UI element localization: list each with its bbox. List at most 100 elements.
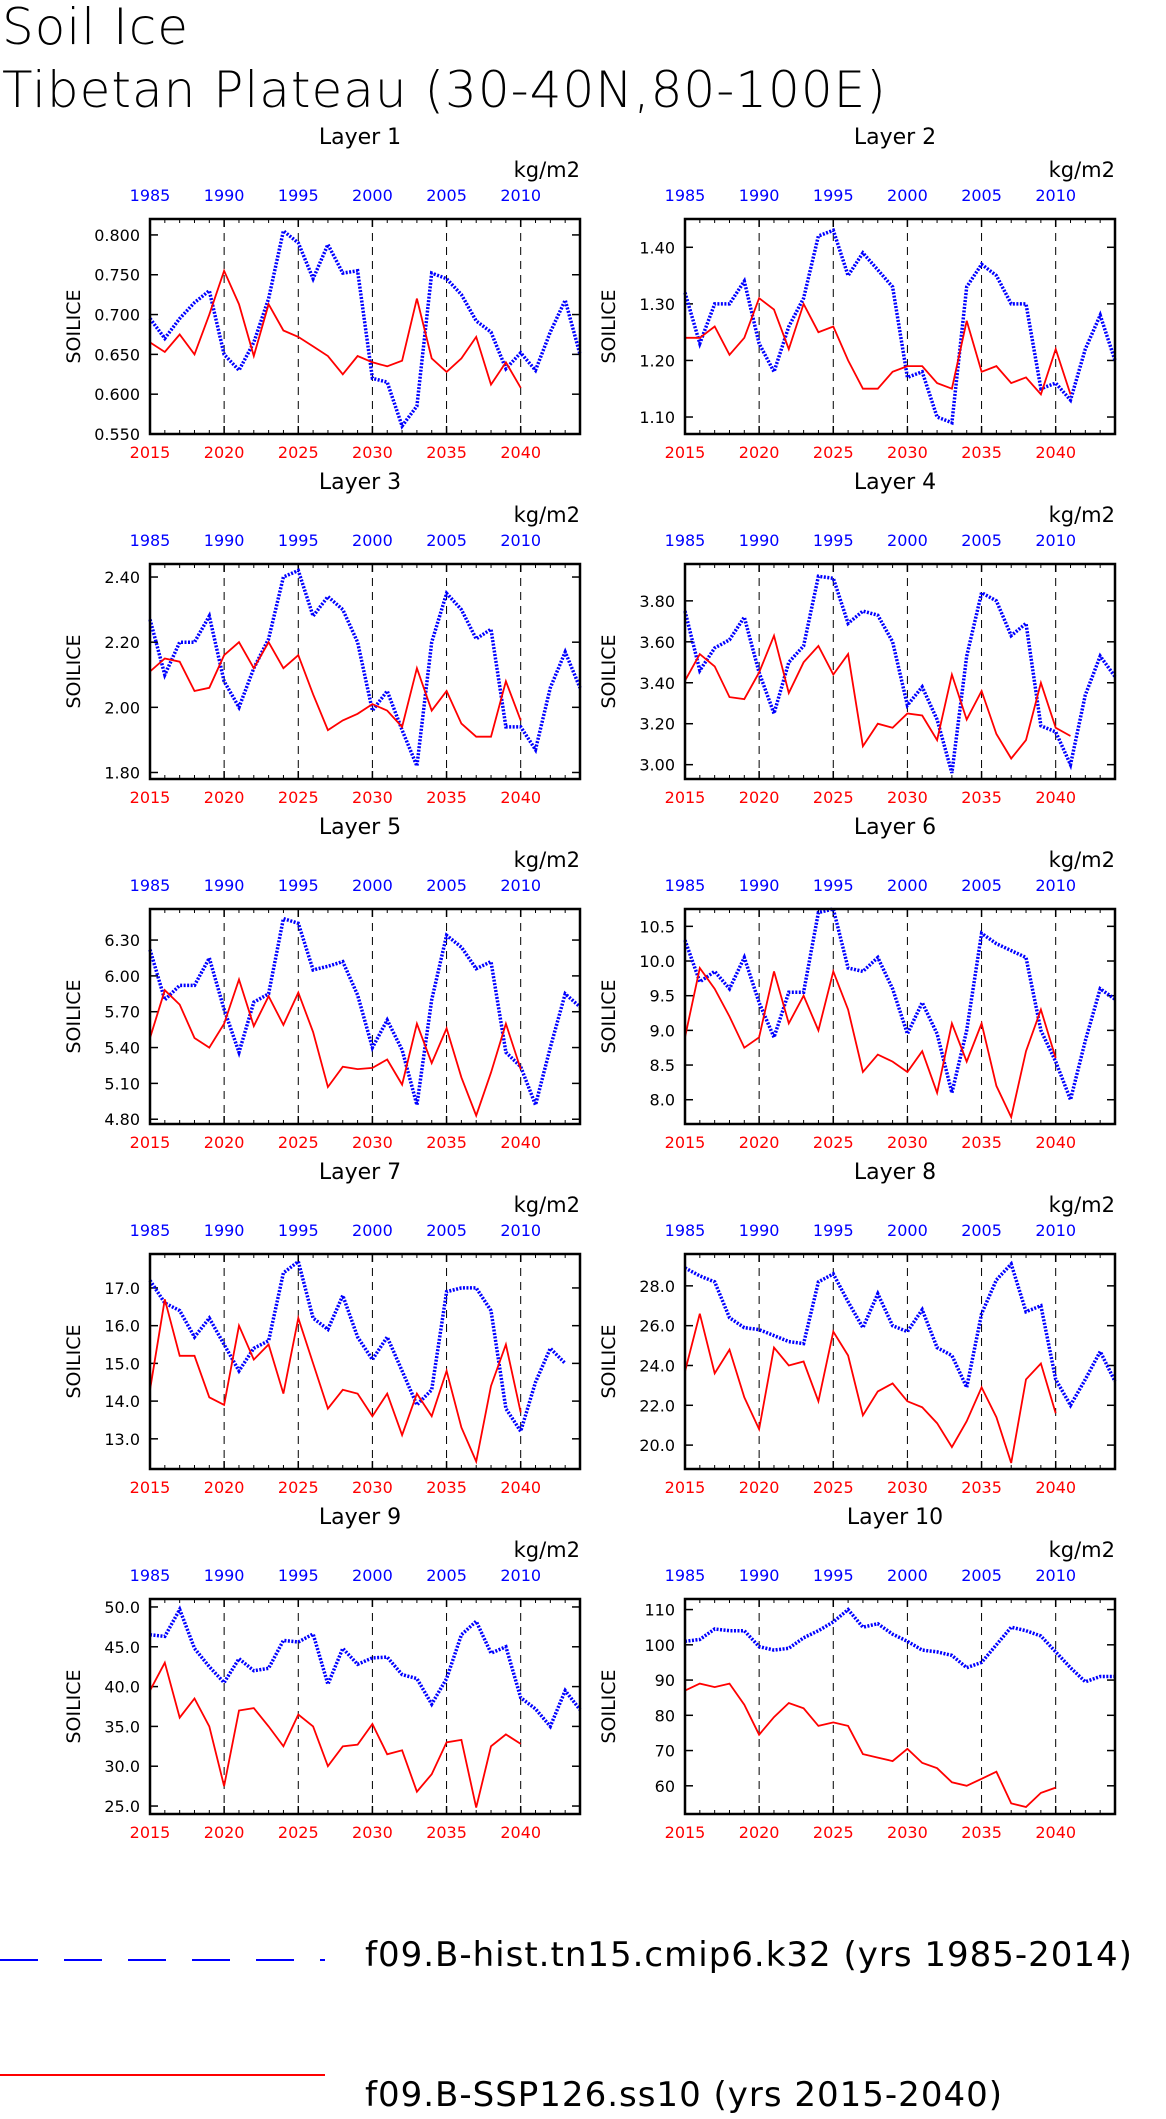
x-tick-label-top: 2005 (961, 1566, 1002, 1585)
y-tick-label: 1.80 (104, 763, 140, 782)
x-tick-label-top: 2005 (961, 186, 1002, 205)
x-tick-label-bottom: 2015 (665, 788, 706, 807)
plot-frame (683, 217, 1117, 436)
x-tick-label-top: 1985 (130, 186, 171, 205)
units-label: kg/m2 (1049, 1538, 1115, 1562)
x-tick-label-bottom: 2020 (739, 1133, 780, 1152)
series-line-historical (148, 568, 582, 773)
x-tick-label-bottom: 2025 (278, 1823, 319, 1842)
x-tick-label-top: 2010 (500, 1221, 541, 1240)
x-tick-label-bottom: 2040 (1035, 1133, 1076, 1152)
x-tick-label-bottom: 2035 (961, 788, 1002, 807)
y-tick-label: 6.30 (104, 931, 140, 950)
panel-layer-2: Layer 2 kg/m2 SOILICE 1.10 1.20 1.30 1.40 2015 2… (598, 125, 1117, 462)
units-label: kg/m2 (514, 848, 580, 872)
x-tick-label-bottom: 2020 (739, 443, 780, 462)
x-tick-label-bottom: 2035 (961, 1133, 1002, 1152)
x-tick-label-bottom: 2040 (500, 443, 541, 462)
x-tick-label-top: 1990 (204, 531, 245, 550)
y-tick-label: 26.0 (639, 1317, 675, 1336)
x-tick-label-bottom: 2015 (665, 1823, 706, 1842)
x-tick-label-bottom: 2025 (278, 1478, 319, 1497)
y-tick-label: 1.10 (639, 408, 675, 427)
x-tick-label-top: 2010 (1035, 1221, 1076, 1240)
panel-layer-7: Layer 7 kg/m2 SOILICE 13.0 14.0 15.0 16.0 17.0 2… (63, 1160, 582, 1497)
panel-title: Layer 9 (319, 1505, 401, 1530)
y-tick-label: 70 (655, 1742, 675, 1761)
y-tick-label: 0.550 (94, 425, 140, 444)
x-tick-label-bottom: 2020 (204, 443, 245, 462)
chart-title-line-1: Soil Ice (2, 0, 190, 56)
panel-layer-1: Layer 1 kg/m2 SOILICE 0.550 0.600 0.650 0.700 0… (63, 125, 582, 462)
x-tick-label-bottom: 2015 (130, 443, 171, 462)
y-tick-label: 6.00 (104, 967, 140, 986)
x-tick-label-top: 1985 (130, 1221, 171, 1240)
x-tick-label-top: 1985 (665, 1566, 706, 1585)
y-axis-label: SOILICE (63, 979, 85, 1053)
x-tick-label-bottom: 2025 (278, 443, 319, 462)
x-tick-label-top: 2005 (961, 1221, 1002, 1240)
panel-layer-9: Layer 9 kg/m2 SOILICE 25.0 30.0 35.0 40.0 45.0 5… (63, 1505, 582, 1842)
y-tick-label: 9.5 (650, 987, 675, 1006)
y-tick-label: 5.10 (104, 1074, 140, 1093)
x-tick-label-top: 1995 (278, 876, 319, 895)
x-tick-label-bottom: 2030 (887, 788, 928, 807)
x-tick-label-bottom: 2030 (352, 443, 393, 462)
x-tick-label-bottom: 2040 (500, 1478, 541, 1497)
x-tick-label-bottom: 2025 (813, 1478, 854, 1497)
x-tick-label-top: 1990 (204, 1221, 245, 1240)
y-tick-label: 1.20 (639, 351, 675, 370)
x-tick-label-top: 2000 (352, 531, 393, 550)
plot-frame (148, 562, 582, 781)
x-tick-label-top: 1985 (130, 876, 171, 895)
y-tick-label: 100 (644, 1636, 675, 1655)
x-tick-label-bottom: 2040 (1035, 443, 1076, 462)
x-tick-label-bottom: 2015 (130, 1478, 171, 1497)
x-tick-label-top: 1995 (813, 186, 854, 205)
panel-title: Layer 10 (847, 1505, 943, 1530)
y-axis-label: SOILICE (598, 634, 620, 708)
y-tick-label: 45.0 (104, 1638, 140, 1657)
panel-layer-10: Layer 10 kg/m2 SOILICE 60 70 80 90 100 110 2015 20… (598, 1505, 1117, 1842)
units-label: kg/m2 (1049, 158, 1115, 182)
x-tick-label-top: 1990 (739, 876, 780, 895)
x-tick-label-bottom: 2025 (813, 443, 854, 462)
panel-layer-3: Layer 3 kg/m2 SOILICE 1.80 2.00 2.20 2.40 2015 2… (63, 470, 582, 807)
y-tick-label: 25.0 (104, 1797, 140, 1816)
y-tick-label: 90 (655, 1671, 675, 1690)
series-line-historical (149, 1605, 582, 1730)
panel-title: Layer 3 (319, 470, 401, 495)
x-tick-label-bottom: 2030 (352, 1478, 393, 1497)
x-tick-label-bottom: 2015 (130, 788, 171, 807)
y-tick-label: 16.0 (104, 1317, 140, 1336)
x-tick-label-bottom: 2020 (204, 1133, 245, 1152)
series-line-future (149, 640, 522, 738)
y-axis-label: SOILICE (598, 1669, 620, 1743)
y-tick-label: 0.750 (94, 266, 140, 285)
x-tick-label-top: 1985 (665, 186, 706, 205)
x-tick-label-top: 2010 (1035, 531, 1076, 550)
x-tick-label-top: 1995 (278, 1566, 319, 1585)
y-tick-label: 4.80 (104, 1110, 140, 1129)
y-tick-label: 24.0 (639, 1356, 675, 1375)
x-tick-label-top: 1995 (813, 1566, 854, 1585)
x-tick-label-top: 2005 (426, 876, 467, 895)
x-tick-label-bottom: 2015 (665, 1478, 706, 1497)
x-tick-label-bottom: 2025 (813, 788, 854, 807)
y-tick-label: 80 (655, 1706, 675, 1725)
x-tick-label-top: 2000 (352, 1566, 393, 1585)
x-tick-label-bottom: 2015 (130, 1133, 171, 1152)
y-tick-label: 30.0 (104, 1757, 140, 1776)
x-tick-label-bottom: 2035 (961, 443, 1002, 462)
x-tick-label-top: 2005 (426, 1221, 467, 1240)
y-tick-label: 17.0 (104, 1279, 140, 1298)
y-axis-label: SOILICE (63, 289, 85, 363)
x-tick-label-top: 2000 (887, 1566, 928, 1585)
x-tick-label-top: 2000 (887, 531, 928, 550)
y-tick-label: 1.30 (639, 295, 675, 314)
x-tick-label-bottom: 2020 (739, 1823, 780, 1842)
x-tick-label-bottom: 2030 (352, 788, 393, 807)
x-tick-label-bottom: 2040 (1035, 1478, 1076, 1497)
y-tick-label: 0.600 (94, 385, 140, 404)
x-tick-label-bottom: 2035 (426, 1478, 467, 1497)
